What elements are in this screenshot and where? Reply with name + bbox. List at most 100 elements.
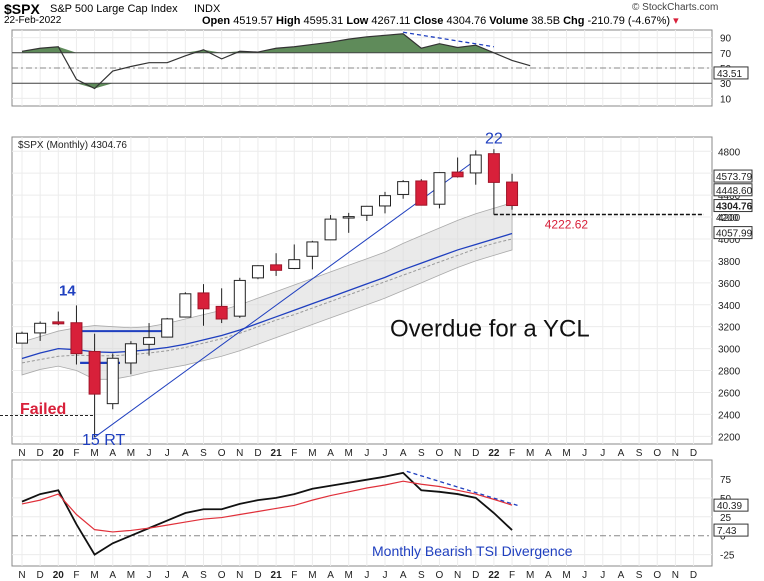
price-label-box [713, 199, 753, 213]
tsi-series-line [21, 480, 513, 533]
top-ytick-label: 30 [720, 79, 732, 90]
price-xtick-label: M [90, 448, 98, 459]
price-right-label: 4200 [716, 213, 739, 224]
annotation-failed: Failed [20, 401, 66, 418]
price-label-box [713, 169, 753, 183]
candle-body [197, 292, 210, 310]
price-label-box [713, 226, 753, 240]
price-xtick-label: M [308, 448, 316, 459]
price-xtick-label: F [509, 448, 515, 459]
candle-body [34, 322, 47, 334]
price-xtick-label: D [254, 448, 261, 459]
top-last-value-box [713, 66, 749, 80]
support-value-label: 4222.62 [545, 218, 589, 232]
tsi-xtick-label: O [653, 570, 661, 581]
tsi-xtick-label: F [291, 570, 297, 581]
price-ytick-label: 3800 [718, 257, 741, 268]
annotation-main: Overdue for a YCL [390, 316, 590, 343]
down-arrow-icon: ▾ [673, 15, 679, 27]
candle-body [124, 343, 137, 364]
top-ytick-label: 10 [720, 94, 732, 105]
price-ytick-label: 2600 [718, 388, 741, 399]
price-ytick-label: 2400 [718, 410, 741, 421]
candle-body [270, 264, 283, 271]
tsi-xtick-label: 21 [271, 570, 283, 581]
price-label-box [713, 183, 753, 197]
candle-body [324, 218, 337, 241]
price-xtick-label: F [291, 448, 297, 459]
candle-body [143, 337, 156, 345]
price-ytick-label: 4000 [718, 235, 741, 246]
candle-body [52, 321, 65, 325]
price-ytick-label: 4800 [718, 147, 741, 158]
tsi-xtick-label: J [383, 570, 388, 581]
price-ytick-label: 2800 [718, 367, 741, 378]
tsi-xtick-label: 22 [488, 570, 500, 581]
tsi-value-label: 40.39 [717, 501, 742, 512]
price-xtick-label: S [636, 448, 643, 459]
tsi-xtick-label: A [109, 570, 116, 581]
tsi-xtick-label: A [545, 570, 552, 581]
candle-body [397, 181, 410, 195]
candle-body [88, 350, 101, 395]
top-divergence-line [403, 31, 495, 48]
price-xtick-label: D [37, 448, 44, 459]
tsi-xtick-label: J [364, 570, 369, 581]
tsi-value-label: 7.43 [717, 526, 737, 537]
price-xtick-label: J [364, 448, 369, 459]
top-indicator-line [21, 33, 531, 90]
tsi-ytick-label: 25 [720, 513, 732, 524]
price-xtick-label: J [582, 448, 587, 459]
price-xtick-label: A [618, 448, 625, 459]
open-label: Open [202, 15, 231, 27]
tsi-xtick-label: J [582, 570, 587, 581]
tsi-xtick-label: A [327, 570, 334, 581]
tsi-ytick-label: -25 [720, 551, 735, 562]
chart-date: 22-Feb-2022 [4, 15, 62, 26]
tsi-xtick-label: N [18, 570, 25, 581]
price-xtick-label: A [109, 448, 116, 459]
annotation-22: 22 [485, 131, 503, 148]
price-xtick-label: A [545, 448, 552, 459]
price-panel-title: $SPX (Monthly) 4304.76 [18, 140, 127, 151]
price-ytick-label: 4200 [718, 213, 741, 224]
tsi-xtick-label: A [182, 570, 189, 581]
tsi-xtick-label: A [400, 570, 407, 581]
price-xtick-label: J [600, 448, 605, 459]
price-xtick-label: M [526, 448, 534, 459]
tsi-xtick-label: N [672, 570, 679, 581]
close-label: Close [413, 15, 444, 27]
price-xtick-label: J [165, 448, 170, 459]
tsi-xtick-label: D [254, 570, 261, 581]
tsi-series-line [21, 471, 513, 556]
candle-body [415, 180, 428, 206]
tsi-xtick-label: M [90, 570, 98, 581]
ohlc-readout: Open 4519.57 High 4595.31 Low 4267.11 Cl… [202, 14, 679, 27]
candle-body [379, 195, 391, 207]
price-xtick-label: N [236, 448, 243, 459]
tsi-xtick-label: N [454, 570, 461, 581]
candle-body [179, 293, 192, 318]
tsi-xtick-label: M [345, 570, 353, 581]
tsi-xtick-label: M [562, 570, 570, 581]
tsi-xtick-label: S [636, 570, 643, 581]
candle-body [251, 265, 264, 279]
price-xtick-label: A [327, 448, 334, 459]
tsi-xtick-label: M [127, 570, 135, 581]
tsi-xtick-label: D [472, 570, 479, 581]
price-xtick-label: N [672, 448, 679, 459]
price-ytick-label: 3600 [718, 279, 741, 290]
tsi-xtick-label: F [509, 570, 515, 581]
ma-slow-line [21, 238, 513, 364]
tsi-ytick-label: 0 [720, 532, 726, 543]
price-right-label: 4057.99 [716, 229, 753, 240]
price-ytick-label: 4400 [718, 191, 741, 202]
index-name: S&P 500 Large Cap Index [50, 3, 178, 15]
price-xtick-label: J [383, 448, 388, 459]
price-xtick-label: A [182, 448, 189, 459]
top-overbought-fill [22, 33, 531, 53]
tsi-panel-frame [11, 459, 713, 567]
candle-body [233, 279, 246, 317]
chg-label: Chg [563, 15, 585, 27]
high-label: High [276, 15, 301, 27]
